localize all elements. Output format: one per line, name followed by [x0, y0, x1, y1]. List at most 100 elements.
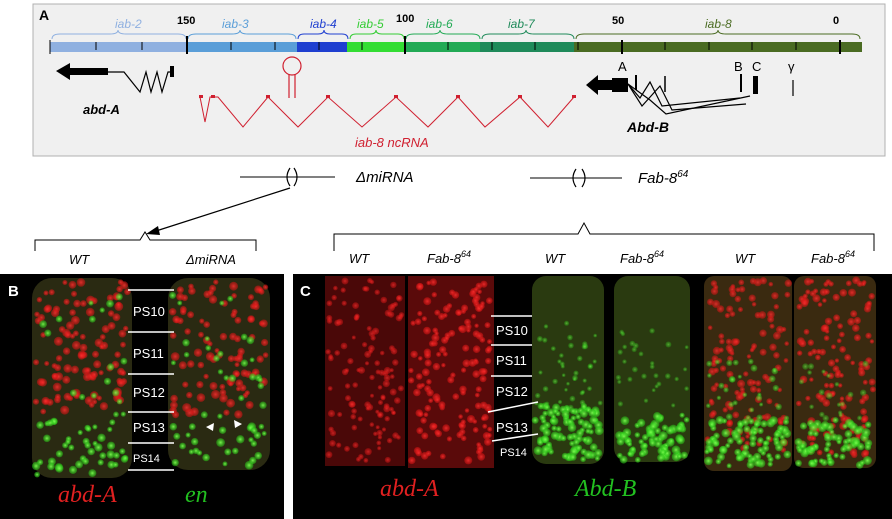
cell — [344, 383, 351, 389]
cell — [169, 406, 177, 415]
cell — [769, 416, 778, 425]
cell — [724, 312, 731, 319]
scale-label-50: 50 — [612, 15, 624, 27]
panel-c-cells — [325, 276, 876, 469]
region-label-iab-4: iab-4 — [310, 17, 337, 31]
cell — [802, 363, 809, 370]
cell — [216, 438, 226, 447]
cell — [196, 381, 204, 389]
cell — [259, 401, 267, 409]
cell — [421, 368, 430, 377]
cell — [622, 359, 627, 364]
cell — [115, 301, 122, 308]
cell — [394, 397, 401, 404]
cell — [432, 362, 441, 371]
locus-bar — [50, 42, 862, 52]
cell — [467, 415, 475, 423]
cell — [249, 456, 257, 465]
cell — [566, 381, 570, 386]
cell — [429, 278, 437, 286]
cell — [101, 325, 110, 334]
cell — [757, 437, 764, 444]
cell — [120, 341, 126, 348]
cell — [487, 426, 493, 432]
cell — [77, 429, 83, 436]
cell — [228, 374, 237, 382]
cell — [240, 359, 249, 367]
cell — [396, 295, 403, 302]
cell — [638, 439, 644, 445]
ps13-label-b: PS13 — [133, 420, 165, 435]
cell — [362, 286, 368, 292]
cell — [180, 308, 187, 316]
cell — [480, 401, 488, 409]
cell — [384, 309, 392, 317]
cell — [767, 310, 775, 319]
cell — [415, 373, 423, 380]
cell — [188, 423, 196, 430]
abd-a-gene: abd-A — [56, 63, 174, 117]
cell — [236, 435, 245, 444]
cell — [352, 382, 359, 388]
cell — [808, 422, 818, 432]
cell — [99, 452, 107, 459]
cell — [823, 288, 830, 295]
cell — [708, 398, 714, 404]
cell — [588, 364, 593, 369]
cell — [326, 315, 333, 321]
cell — [417, 411, 424, 418]
cell — [329, 430, 337, 437]
cell — [649, 422, 658, 431]
abd-b-gene: A B C γ Abd-B — [586, 59, 795, 135]
cell — [36, 297, 43, 303]
cell — [481, 368, 488, 375]
cell — [742, 392, 748, 398]
cell — [464, 408, 470, 413]
cell — [767, 461, 773, 467]
cell — [362, 342, 368, 348]
cell — [117, 279, 124, 286]
cell — [112, 461, 119, 468]
cell — [738, 307, 743, 312]
cell — [713, 284, 719, 290]
cell — [634, 432, 641, 438]
cell — [732, 359, 739, 366]
cell — [431, 292, 437, 298]
cell — [53, 336, 63, 346]
cell — [779, 438, 788, 447]
cell — [120, 357, 128, 365]
cell — [41, 396, 50, 406]
cell — [234, 362, 240, 368]
cell — [393, 301, 398, 307]
cell — [809, 377, 814, 382]
cell — [822, 399, 831, 407]
cell — [583, 450, 593, 459]
cell — [415, 449, 423, 457]
cell — [539, 414, 546, 421]
cell — [68, 280, 77, 289]
cell — [429, 422, 437, 431]
abd-b-label: Abd-B — [626, 119, 669, 135]
cell — [742, 444, 750, 451]
cell — [729, 376, 736, 383]
cell — [675, 424, 684, 433]
panel-c-label: C — [300, 283, 311, 300]
cell — [169, 422, 178, 431]
cell — [252, 303, 260, 311]
scale-ticks — [49, 36, 841, 54]
cell — [705, 438, 713, 446]
cell — [43, 290, 49, 296]
cell — [794, 438, 803, 446]
cell — [63, 392, 72, 401]
cell — [649, 439, 657, 447]
cell — [424, 404, 432, 412]
cell — [117, 379, 125, 388]
cell — [103, 377, 112, 385]
cell — [337, 412, 343, 417]
promoter-gamma-label: γ — [788, 59, 795, 74]
cell — [555, 426, 562, 432]
cell — [344, 445, 350, 452]
cell — [710, 410, 717, 417]
cell — [354, 313, 360, 319]
cell — [733, 338, 740, 345]
